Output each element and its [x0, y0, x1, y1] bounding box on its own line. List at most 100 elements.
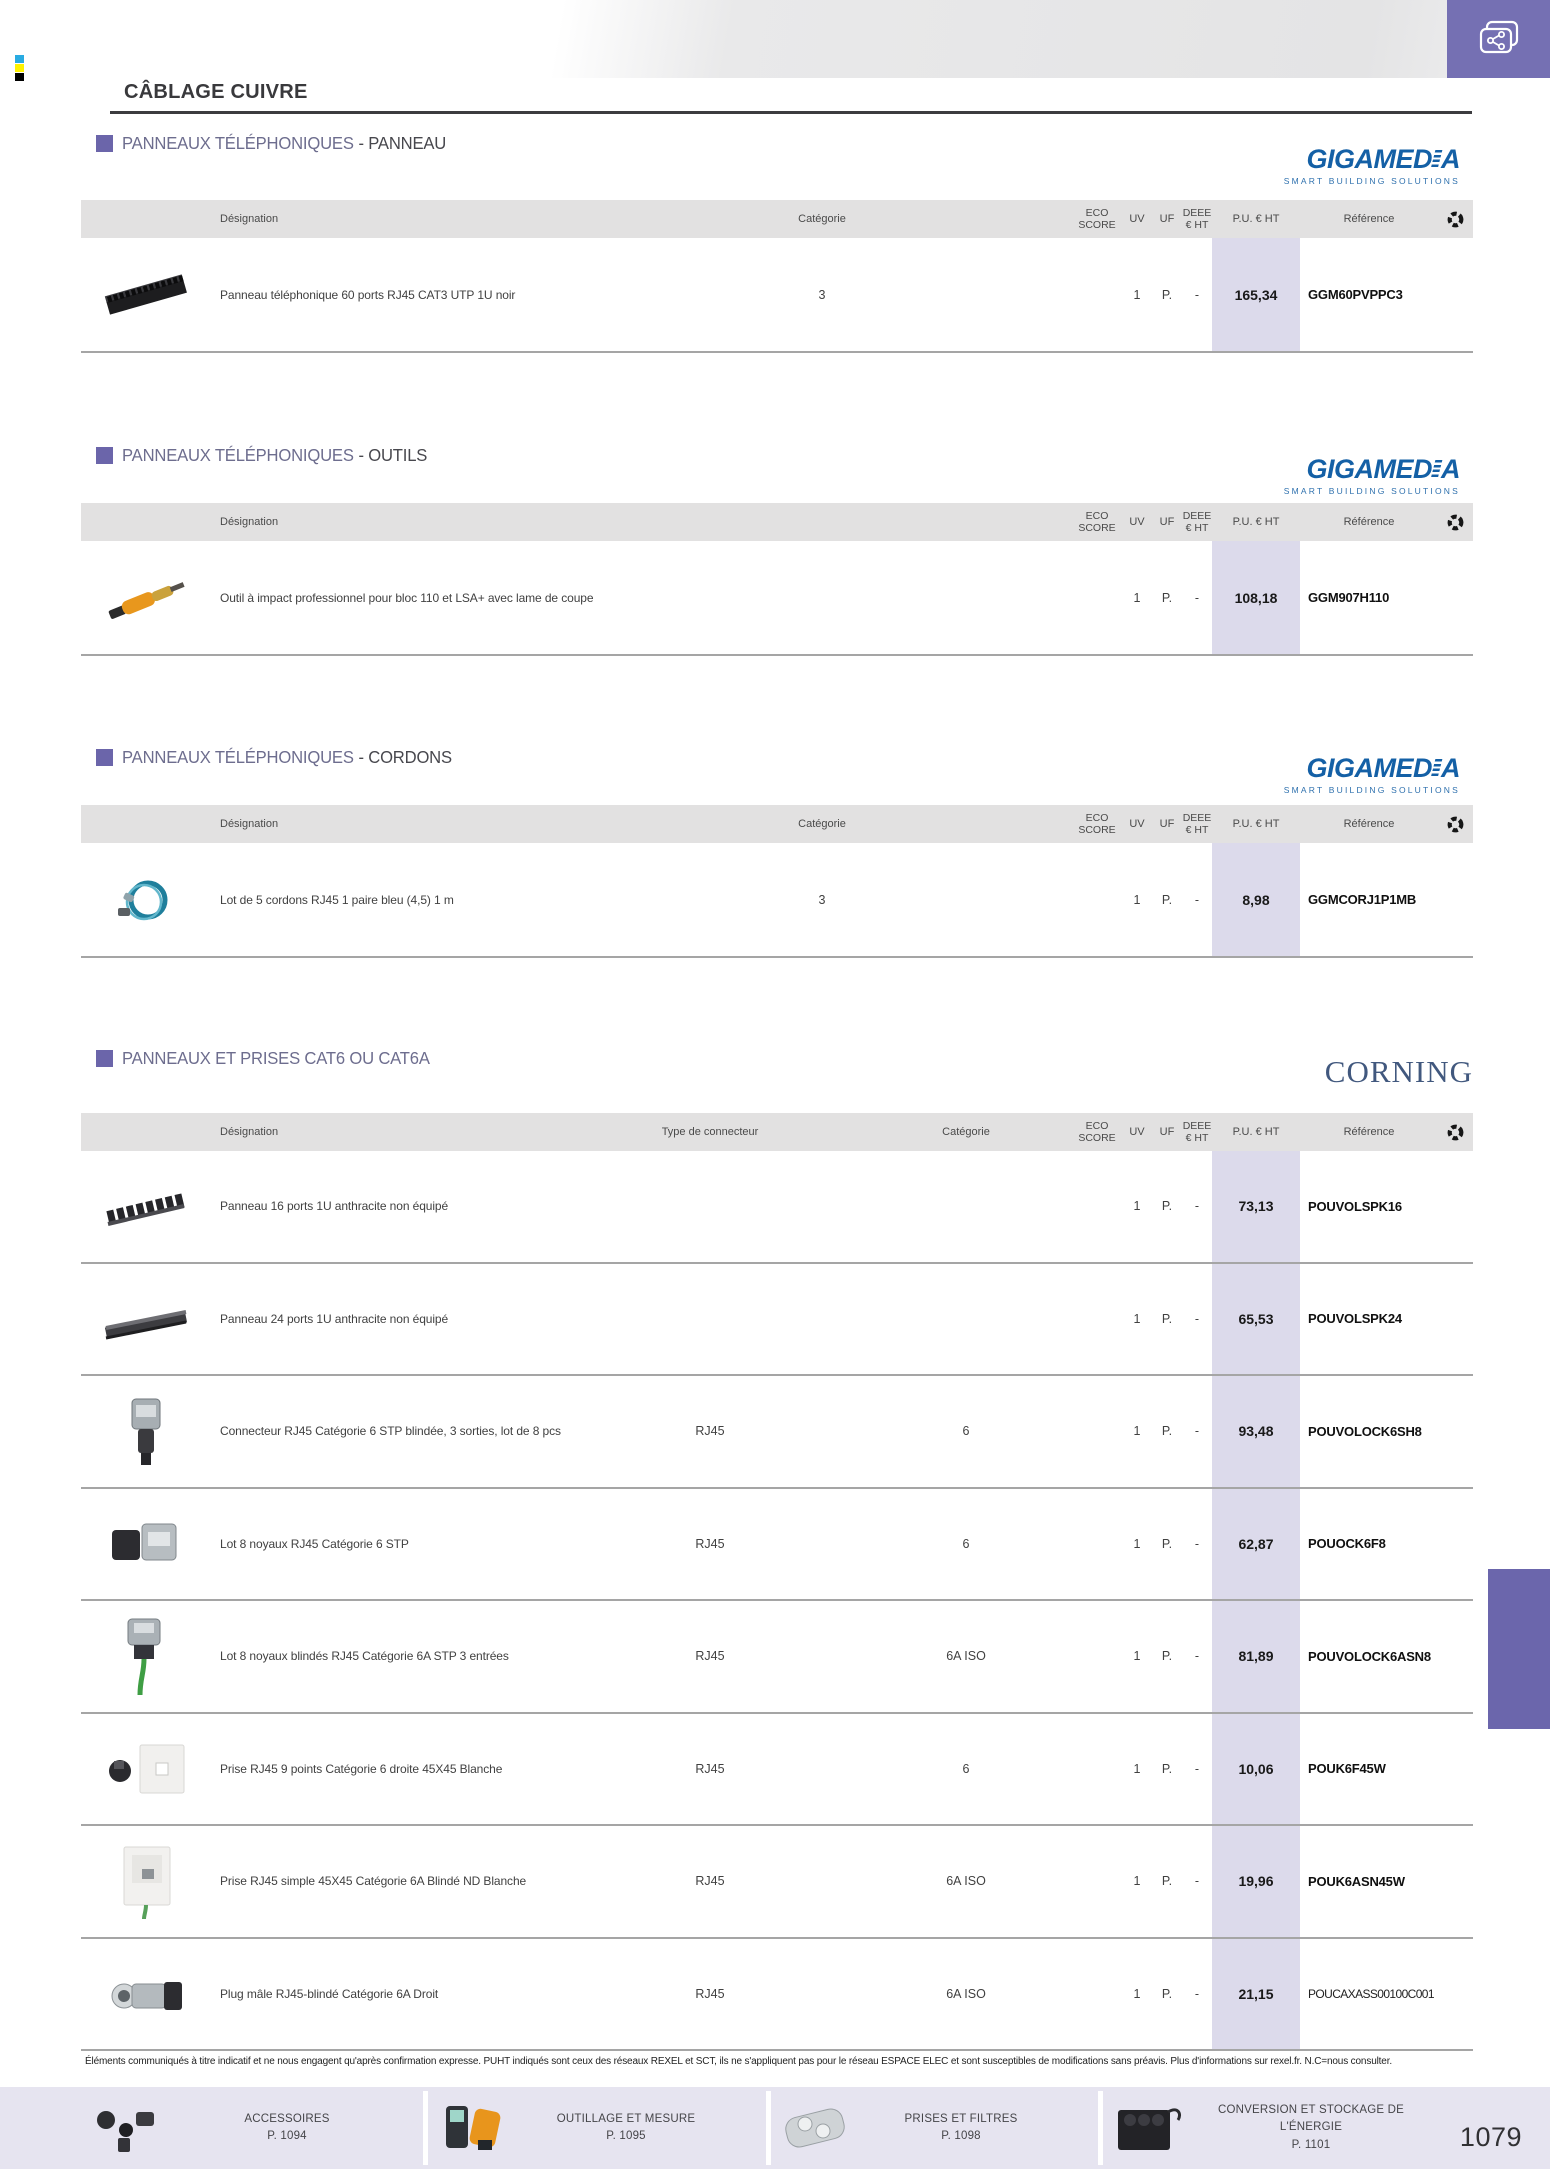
col-type-connecteur: Type de connecteur: [661, 1126, 759, 1138]
col-uv: UV: [1129, 213, 1145, 225]
recycle-icon: [1438, 1124, 1473, 1141]
product-reference: GGMCORJ1P1MB: [1308, 892, 1417, 907]
product-deee: -: [1194, 1199, 1200, 1214]
table-row: Lot de 5 cordons RJ45 1 paire bleu (4,5)…: [81, 843, 1473, 958]
table-header-row: Désignation Catégorie ECO SCORE UV UF DEE…: [81, 200, 1473, 238]
section-header-cordons: PANNEAUX TÉLÉPHONIQUES - CORDONS: [96, 745, 469, 769]
gigamedia-wordmark: GIGAMED A: [1306, 753, 1460, 783]
page-number: 1079: [1459, 2122, 1522, 2152]
section-title: PANNEAUX TÉLÉPHONIQUES - CORDONS: [122, 746, 452, 767]
col-eco-score: ECO SCORE: [1078, 1119, 1116, 1144]
product-price: 81,89: [1238, 1648, 1274, 1665]
product-reference: POUOCK6F8: [1308, 1536, 1386, 1552]
nav-item-accessoires[interactable]: ACCESSOIRES P. 1094: [92, 2087, 402, 2169]
product-deee: -: [1194, 1761, 1200, 1776]
col-categorie: Catégorie: [798, 213, 846, 225]
product-uf: P.: [1161, 590, 1173, 605]
product-uf: P.: [1161, 892, 1173, 907]
col-eco-score: ECO SCORE: [1078, 811, 1116, 836]
section-title: PANNEAUX TÉLÉPHONIQUES - PANNEAU: [122, 132, 447, 153]
nav-item-conversion[interactable]: CONVERSION ET STOCKAGE DE L'ÉNERGIE P. 1…: [1108, 2087, 1436, 2169]
price-column-band: [1212, 1151, 1300, 2051]
conversion-thumbnail: [1118, 2108, 1182, 2150]
section-bullet-icon: [96, 134, 113, 152]
table-row: Plug mâle RJ45-blindé Catégorie 6A Droit…: [81, 1939, 1473, 2051]
col-uf: UF: [1159, 1126, 1175, 1138]
product-image-plug-male: [81, 1962, 210, 2026]
recycle-icon: [1438, 816, 1473, 833]
product-deee: -: [1194, 1536, 1200, 1551]
product-price: 108,18: [1234, 589, 1278, 606]
nav-page-ref: P. 1098: [941, 2130, 981, 2142]
product-uf: P.: [1161, 287, 1173, 302]
product-uv: 1: [1133, 1986, 1141, 2001]
col-uv: UV: [1129, 818, 1145, 830]
col-reference: Référence: [1343, 818, 1395, 830]
product-designation: Panneau téléphonique 60 ports RJ45 CAT3 …: [220, 287, 516, 302]
product-reference: POUVOLOCK6ASN8: [1308, 1648, 1431, 1664]
nav-label: OUTILLAGE ET MESURE: [556, 2112, 696, 2125]
product-price: 73,13: [1238, 1198, 1274, 1215]
section-header-outils: PANNEAUX TÉLÉPHONIQUES - OUTILS: [96, 443, 443, 467]
section-bullet-icon: [96, 1049, 113, 1067]
product-uv: 1: [1133, 1199, 1141, 1214]
col-pu: P.U. € HT: [1232, 818, 1280, 830]
nav-item-outillage[interactable]: OUTILLAGE ET MESURE P. 1095: [436, 2087, 736, 2169]
nav-page-ref: P. 1095: [606, 2130, 646, 2142]
corner-share-tab[interactable]: [1447, 0, 1550, 78]
section-title: PANNEAUX ET PRISES CAT6 OU CAT6A: [122, 1047, 430, 1068]
product-image-panel-16: [81, 1174, 210, 1238]
col-uv: UV: [1129, 1126, 1145, 1138]
nav-page-ref: P. 1094: [267, 2130, 307, 2142]
product-reference: POUCAXASS00100C001: [1308, 1986, 1435, 2001]
product-price: 93,48: [1238, 1423, 1274, 1440]
product-type: RJ45: [695, 1536, 725, 1551]
col-reference: Référence: [1343, 213, 1395, 225]
col-uf: UF: [1159, 516, 1175, 528]
product-designation: Lot 8 noyaux blindés RJ45 Catégorie 6A S…: [220, 1649, 509, 1664]
bar-divider: [766, 2091, 771, 2165]
product-uf: P.: [1161, 1424, 1173, 1439]
brand-logo-gigamedia: GIGAMED A SMART BUILDING SOLUTIONS: [1284, 456, 1461, 497]
product-uf: P.: [1161, 1649, 1173, 1664]
product-uv: 1: [1133, 590, 1141, 605]
title-rule: [110, 111, 1472, 114]
col-reference: Référence: [1343, 1126, 1395, 1138]
section-header-cat6: PANNEAUX ET PRISES CAT6 OU CAT6A: [96, 1046, 451, 1070]
table-row: Prise RJ45 simple 45X45 Catégorie 6A Bli…: [81, 1826, 1473, 1939]
col-pu: P.U. € HT: [1232, 516, 1280, 528]
col-deee: DEEE € HT: [1182, 1119, 1212, 1144]
top-header-band: [0, 0, 1550, 78]
col-designation: Désignation: [220, 516, 279, 528]
table-panneaux-telephoniques-panneau: Désignation Catégorie ECO SCORE UV UF DEE…: [81, 200, 1473, 353]
table-row: Panneau 16 ports 1U anthracite non équip…: [81, 1151, 1473, 1264]
bar-divider: [1098, 2091, 1103, 2165]
product-type: RJ45: [695, 1761, 725, 1776]
section-bullet-icon: [96, 446, 113, 464]
product-categorie: 6A ISO: [946, 1874, 986, 1889]
col-designation: Désignation: [220, 818, 279, 830]
product-price: 62,87: [1238, 1535, 1274, 1552]
product-uv: 1: [1133, 1311, 1141, 1326]
product-price: 165,34: [1234, 286, 1278, 303]
product-categorie: 6: [962, 1424, 970, 1439]
col-categorie: Catégorie: [942, 1126, 990, 1138]
side-index-tab[interactable]: [1488, 1569, 1550, 1729]
product-type: RJ45: [695, 1874, 725, 1889]
price-column-band: [1212, 541, 1300, 656]
product-uv: 1: [1133, 1874, 1141, 1889]
product-deee: -: [1194, 1986, 1200, 2001]
product-categorie: 6A ISO: [946, 1986, 986, 2001]
product-designation: Prise RJ45 simple 45X45 Catégorie 6A Bli…: [220, 1874, 527, 1889]
product-price: 10,06: [1238, 1760, 1274, 1777]
product-deee: -: [1194, 287, 1200, 302]
product-categorie: 6: [962, 1761, 970, 1776]
col-categorie: Catégorie: [798, 818, 846, 830]
col-deee: DEEE € HT: [1182, 811, 1212, 836]
bar-divider: [423, 2091, 428, 2165]
product-categorie: 6: [962, 1536, 970, 1551]
product-uf: P.: [1161, 1874, 1173, 1889]
nav-item-prises[interactable]: PRISES ET FILTRES P. 1098: [778, 2087, 1066, 2169]
table-row: Lot 8 noyaux RJ45 Catégorie 6 STP RJ45 6…: [81, 1489, 1473, 1601]
product-reference: POUK6F45W: [1308, 1761, 1386, 1777]
